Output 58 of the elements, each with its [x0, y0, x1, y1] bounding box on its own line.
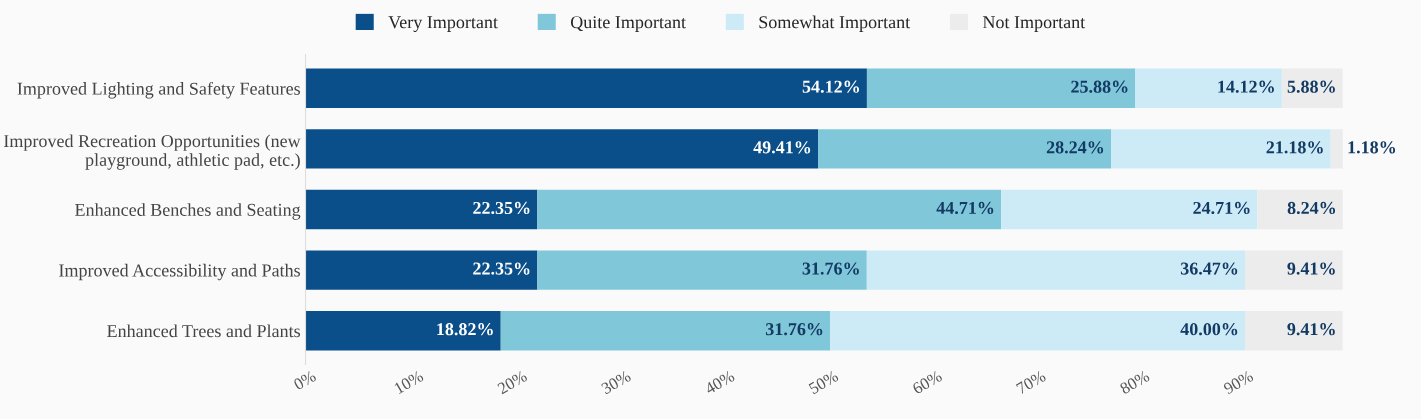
y-tick-label: Enhanced Trees and Plants: [107, 324, 300, 338]
bar: [1245, 311, 1343, 351]
bar: [866, 250, 1246, 290]
x-tick-label: 50%: [808, 370, 840, 395]
data-label: 24.71%: [1193, 201, 1250, 215]
y-tick-label: Improved Lighting and Safety Features: [17, 81, 300, 99]
bar: [305, 250, 538, 290]
bar: [305, 311, 501, 351]
data-label: 9.41%: [1287, 262, 1335, 275]
bar: [830, 311, 1246, 351]
bar: [866, 68, 1136, 108]
bar: [305, 68, 867, 108]
data-label: 14.12%: [1218, 80, 1274, 93]
x-tick-label: 10%: [393, 370, 425, 395]
y-tick-label: Improved Accessibility and Paths: [59, 263, 300, 281]
data-label: 36.47%: [1180, 262, 1238, 275]
legend-label: Quite Important: [570, 16, 686, 32]
bar: [1001, 189, 1258, 230]
bar: [1111, 129, 1331, 169]
data-label: 22.35%: [473, 201, 530, 215]
bar: [1257, 189, 1343, 230]
data-label: 49.41%: [753, 141, 811, 154]
data-label: 40.00%: [1180, 323, 1238, 336]
bar: [1245, 250, 1343, 290]
data-label: 18.82%: [437, 323, 493, 336]
data-label: 31.76%: [802, 262, 859, 275]
data-label: 1.18%: [1348, 141, 1396, 154]
x-tick-label: 30%: [600, 370, 632, 395]
x-tick-label: 70%: [1015, 370, 1047, 395]
y-tick-label: Improved Recreation Opportunities (new playground, athletic pad, etc.): [3, 134, 301, 170]
data-label: 44.71%: [936, 201, 994, 215]
bar: [537, 250, 867, 290]
data-label: 21.18%: [1266, 141, 1323, 154]
data-label: 5.88%: [1287, 80, 1335, 93]
bar: [537, 189, 1002, 230]
x-tick-label: 80%: [1119, 370, 1151, 395]
data-label: 9.41%: [1287, 323, 1335, 336]
x-tick-label: 60%: [911, 370, 943, 395]
x-tick-label: 40%: [703, 370, 736, 395]
bar: [1135, 68, 1282, 108]
data-label: 31.76%: [765, 323, 823, 336]
data-label: 28.24%: [1046, 141, 1104, 154]
legend-label: Not Important: [982, 16, 1086, 32]
data-label: 25.88%: [1071, 80, 1128, 93]
data-label: 54.12%: [802, 80, 859, 93]
x-tick-label: 0%: [292, 370, 317, 391]
legend-label: Very Important: [388, 16, 498, 33]
bar: [305, 189, 538, 230]
data-label: 8.24%: [1287, 201, 1336, 215]
legend-label: Somewhat Important: [759, 15, 911, 32]
y-tick-label: Enhanced Benches and Seating: [75, 203, 301, 220]
x-tick-label: 90%: [1222, 370, 1254, 395]
bar: [305, 129, 819, 169]
bar: [500, 311, 831, 351]
x-tick-label: 20%: [496, 370, 528, 395]
bar: [818, 129, 1111, 169]
bar: [1330, 129, 1343, 169]
data-label: 22.35%: [473, 262, 530, 275]
